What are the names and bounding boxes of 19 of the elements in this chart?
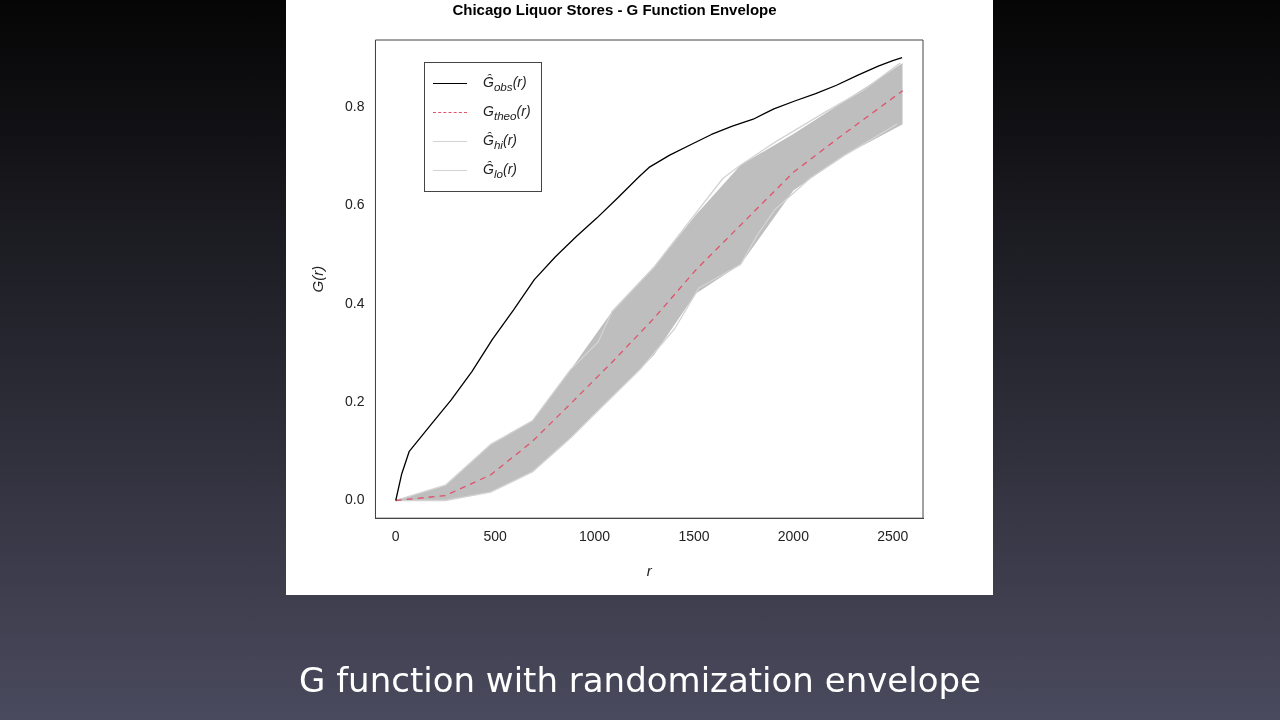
text: G function with randomization envelope (298, 660, 982, 700)
x-axis-title: r (646, 562, 653, 580)
x-tick-label: 1000 (578, 528, 611, 545)
y-tick-label: 0.6 (344, 196, 365, 213)
y-tick-label: 0.2 (344, 392, 365, 409)
legend-label: Ĝ$_{obs}$(r) (483, 74, 527, 93)
legend-label: G$_{theo}$(r) (483, 103, 531, 122)
y-tick-label: 0.8 (344, 97, 365, 114)
legend-label: Ĝ$_{hi}$(r) (483, 132, 517, 151)
legend-label: Ĝ$_{lo}$(r) (483, 161, 517, 180)
x-tick-label: 0 (391, 528, 400, 545)
x-tick-label: 500 (483, 528, 508, 545)
y-tick-label: 0.0 (344, 491, 365, 508)
x-tick-label: 2500 (877, 528, 909, 545)
x-tick-label: 2000 (777, 528, 810, 545)
x-tick-label: 1500 (678, 528, 710, 545)
y-axis-title: G(r) (309, 265, 327, 293)
y-tick-label: 0.4 (344, 294, 365, 311)
chart-title: Chicago Liquor Stores - G Function Envelope (452, 1, 777, 19)
